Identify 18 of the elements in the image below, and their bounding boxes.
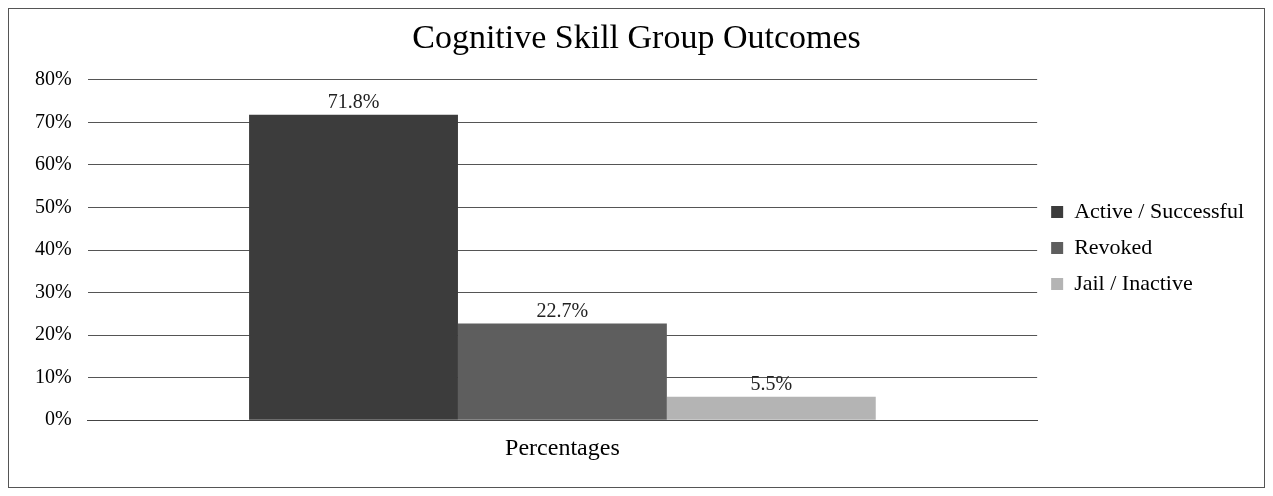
y-tick-label: 0% — [44, 407, 72, 430]
legend-label: Jail / Inactive — [1074, 269, 1193, 295]
x-tick-label: Percentages — [505, 433, 620, 460]
data-label: 71.8% — [327, 89, 380, 112]
y-tick-label: 70% — [34, 109, 72, 132]
y-tick-label: 30% — [34, 279, 72, 302]
bar — [666, 396, 876, 420]
y-tick-label: 10% — [34, 364, 72, 387]
y-tick-label: 50% — [34, 194, 72, 217]
data-label: 22.7% — [536, 298, 589, 321]
y-tick-label: 20% — [34, 322, 72, 345]
y-tick-label: 40% — [34, 237, 72, 260]
legend-label: Revoked — [1074, 233, 1153, 259]
data-label: 5.5% — [750, 372, 793, 395]
legend-label: Active / Successful — [1074, 197, 1245, 223]
y-tick-label: 80% — [34, 67, 72, 90]
chart-title: Cognitive Skill Group Outcomes — [412, 18, 861, 56]
y-tick-label: 60% — [34, 152, 72, 175]
